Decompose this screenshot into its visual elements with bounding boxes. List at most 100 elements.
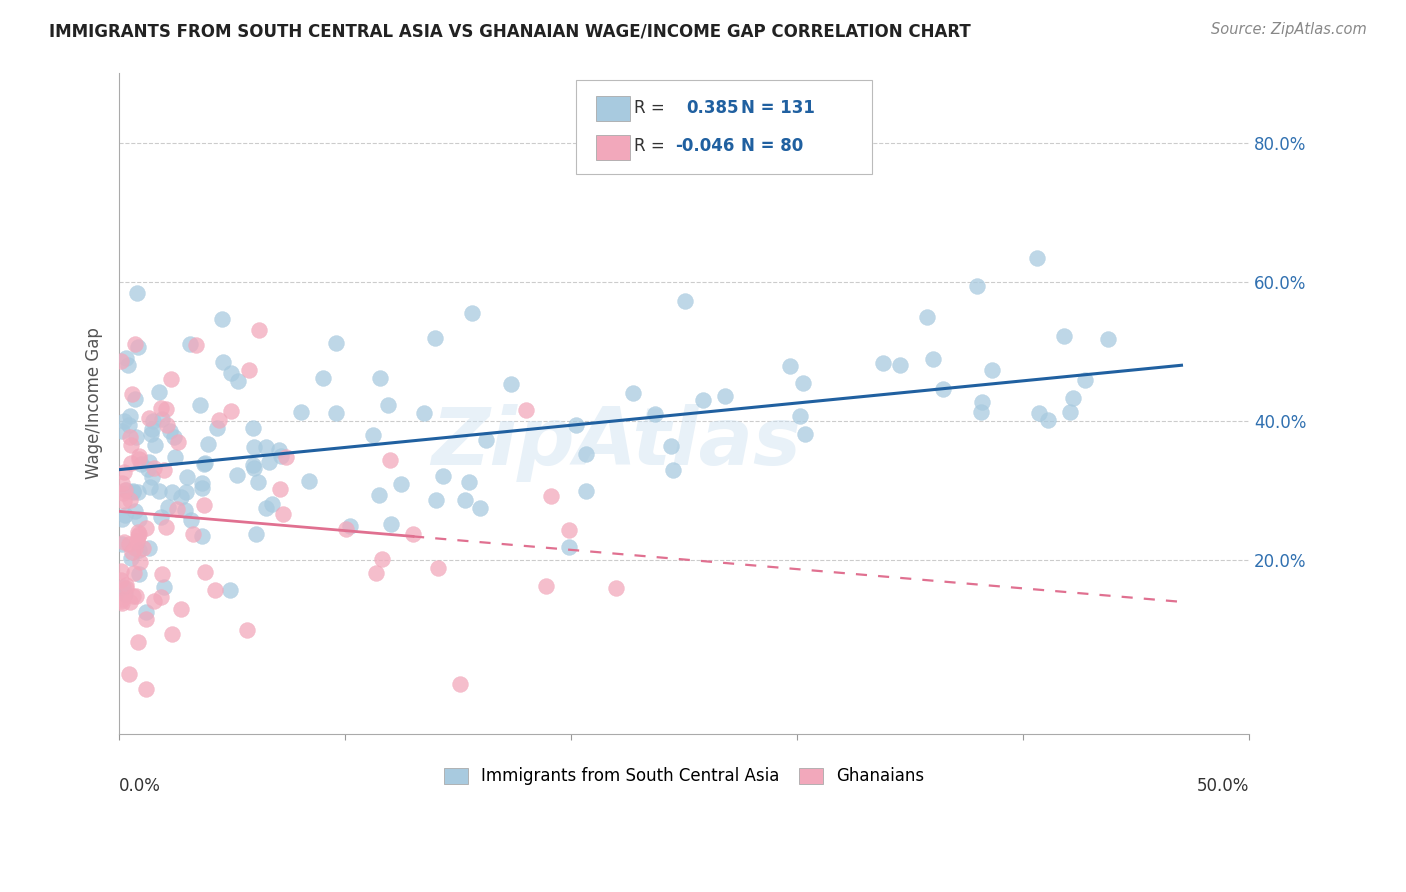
Point — [110, 536, 132, 550]
Point — [110, 512, 132, 526]
Point — [127, 529, 149, 543]
Point — [193, 566, 215, 580]
Point — [692, 393, 714, 408]
Point — [298, 474, 321, 488]
Point — [243, 461, 266, 475]
Point — [148, 484, 170, 499]
Point — [779, 359, 801, 374]
Point — [138, 455, 160, 469]
Point — [155, 520, 177, 534]
Point — [402, 527, 425, 541]
Point — [236, 623, 259, 637]
Point — [110, 564, 132, 578]
Y-axis label: Wage/Income Gap: Wage/Income Gap — [86, 327, 103, 480]
Point — [242, 458, 264, 472]
Point — [114, 587, 136, 601]
Point — [139, 479, 162, 493]
Point — [115, 483, 138, 498]
Text: R =: R = — [634, 137, 665, 155]
Text: R =: R = — [634, 99, 665, 117]
Point — [111, 476, 134, 491]
Point — [128, 451, 150, 466]
Point — [110, 573, 132, 587]
Point — [371, 552, 394, 566]
Point — [981, 362, 1004, 376]
Point — [605, 581, 627, 595]
Point — [143, 438, 166, 452]
Point — [247, 323, 270, 337]
Point — [970, 394, 993, 409]
Point — [219, 582, 242, 597]
Point — [269, 482, 291, 496]
Point — [135, 681, 157, 696]
Text: IMMIGRANTS FROM SOUTH CENTRAL ASIA VS GHANAIAN WAGE/INCOME GAP CORRELATION CHART: IMMIGRANTS FROM SOUTH CENTRAL ASIA VS GH… — [49, 22, 972, 40]
Text: Source: ZipAtlas.com: Source: ZipAtlas.com — [1211, 22, 1367, 37]
Point — [207, 421, 229, 435]
Point — [242, 421, 264, 435]
Point — [389, 476, 412, 491]
Point — [1028, 406, 1050, 420]
Point — [110, 354, 132, 368]
Point — [170, 491, 193, 505]
Point — [368, 370, 391, 384]
Point — [166, 501, 188, 516]
Point — [141, 469, 163, 483]
Point — [111, 425, 134, 439]
Point — [112, 535, 135, 549]
Point — [117, 667, 139, 681]
Point — [120, 492, 142, 507]
Point — [167, 434, 190, 449]
Point — [143, 461, 166, 475]
Point — [243, 440, 266, 454]
Point — [190, 398, 212, 412]
Point — [193, 498, 215, 512]
Point — [160, 372, 183, 386]
Point — [475, 434, 498, 448]
Point — [128, 512, 150, 526]
Point — [121, 386, 143, 401]
Point — [932, 382, 955, 396]
Point — [208, 413, 231, 427]
Point — [136, 462, 159, 476]
Point — [273, 507, 295, 521]
Point — [117, 417, 139, 432]
Point — [270, 449, 292, 463]
Point — [377, 398, 399, 412]
Point — [128, 543, 150, 558]
Point — [150, 401, 173, 416]
Point — [468, 501, 491, 516]
Point — [110, 591, 132, 606]
Point — [132, 541, 155, 555]
Point — [143, 594, 166, 608]
Point — [114, 483, 136, 498]
Point — [238, 363, 260, 377]
Point — [149, 590, 172, 604]
Point — [673, 293, 696, 308]
Point — [112, 465, 135, 479]
Point — [120, 456, 142, 470]
Point — [257, 455, 280, 469]
Point — [267, 443, 290, 458]
Point — [141, 422, 163, 436]
Point — [361, 428, 384, 442]
Point — [425, 492, 447, 507]
Point — [121, 589, 143, 603]
Point — [426, 560, 449, 574]
Point — [150, 411, 173, 425]
Point — [226, 374, 249, 388]
Point — [413, 406, 436, 420]
Point — [565, 418, 588, 433]
Point — [128, 449, 150, 463]
Point — [114, 508, 136, 522]
Text: N = 131: N = 131 — [741, 99, 815, 117]
Point — [226, 467, 249, 482]
Point — [540, 489, 562, 503]
Point — [501, 376, 523, 391]
Point — [135, 605, 157, 619]
Point — [125, 589, 148, 603]
Point — [176, 469, 198, 483]
Point — [966, 278, 988, 293]
Point — [191, 475, 214, 490]
Point — [125, 430, 148, 444]
Point — [160, 626, 183, 640]
